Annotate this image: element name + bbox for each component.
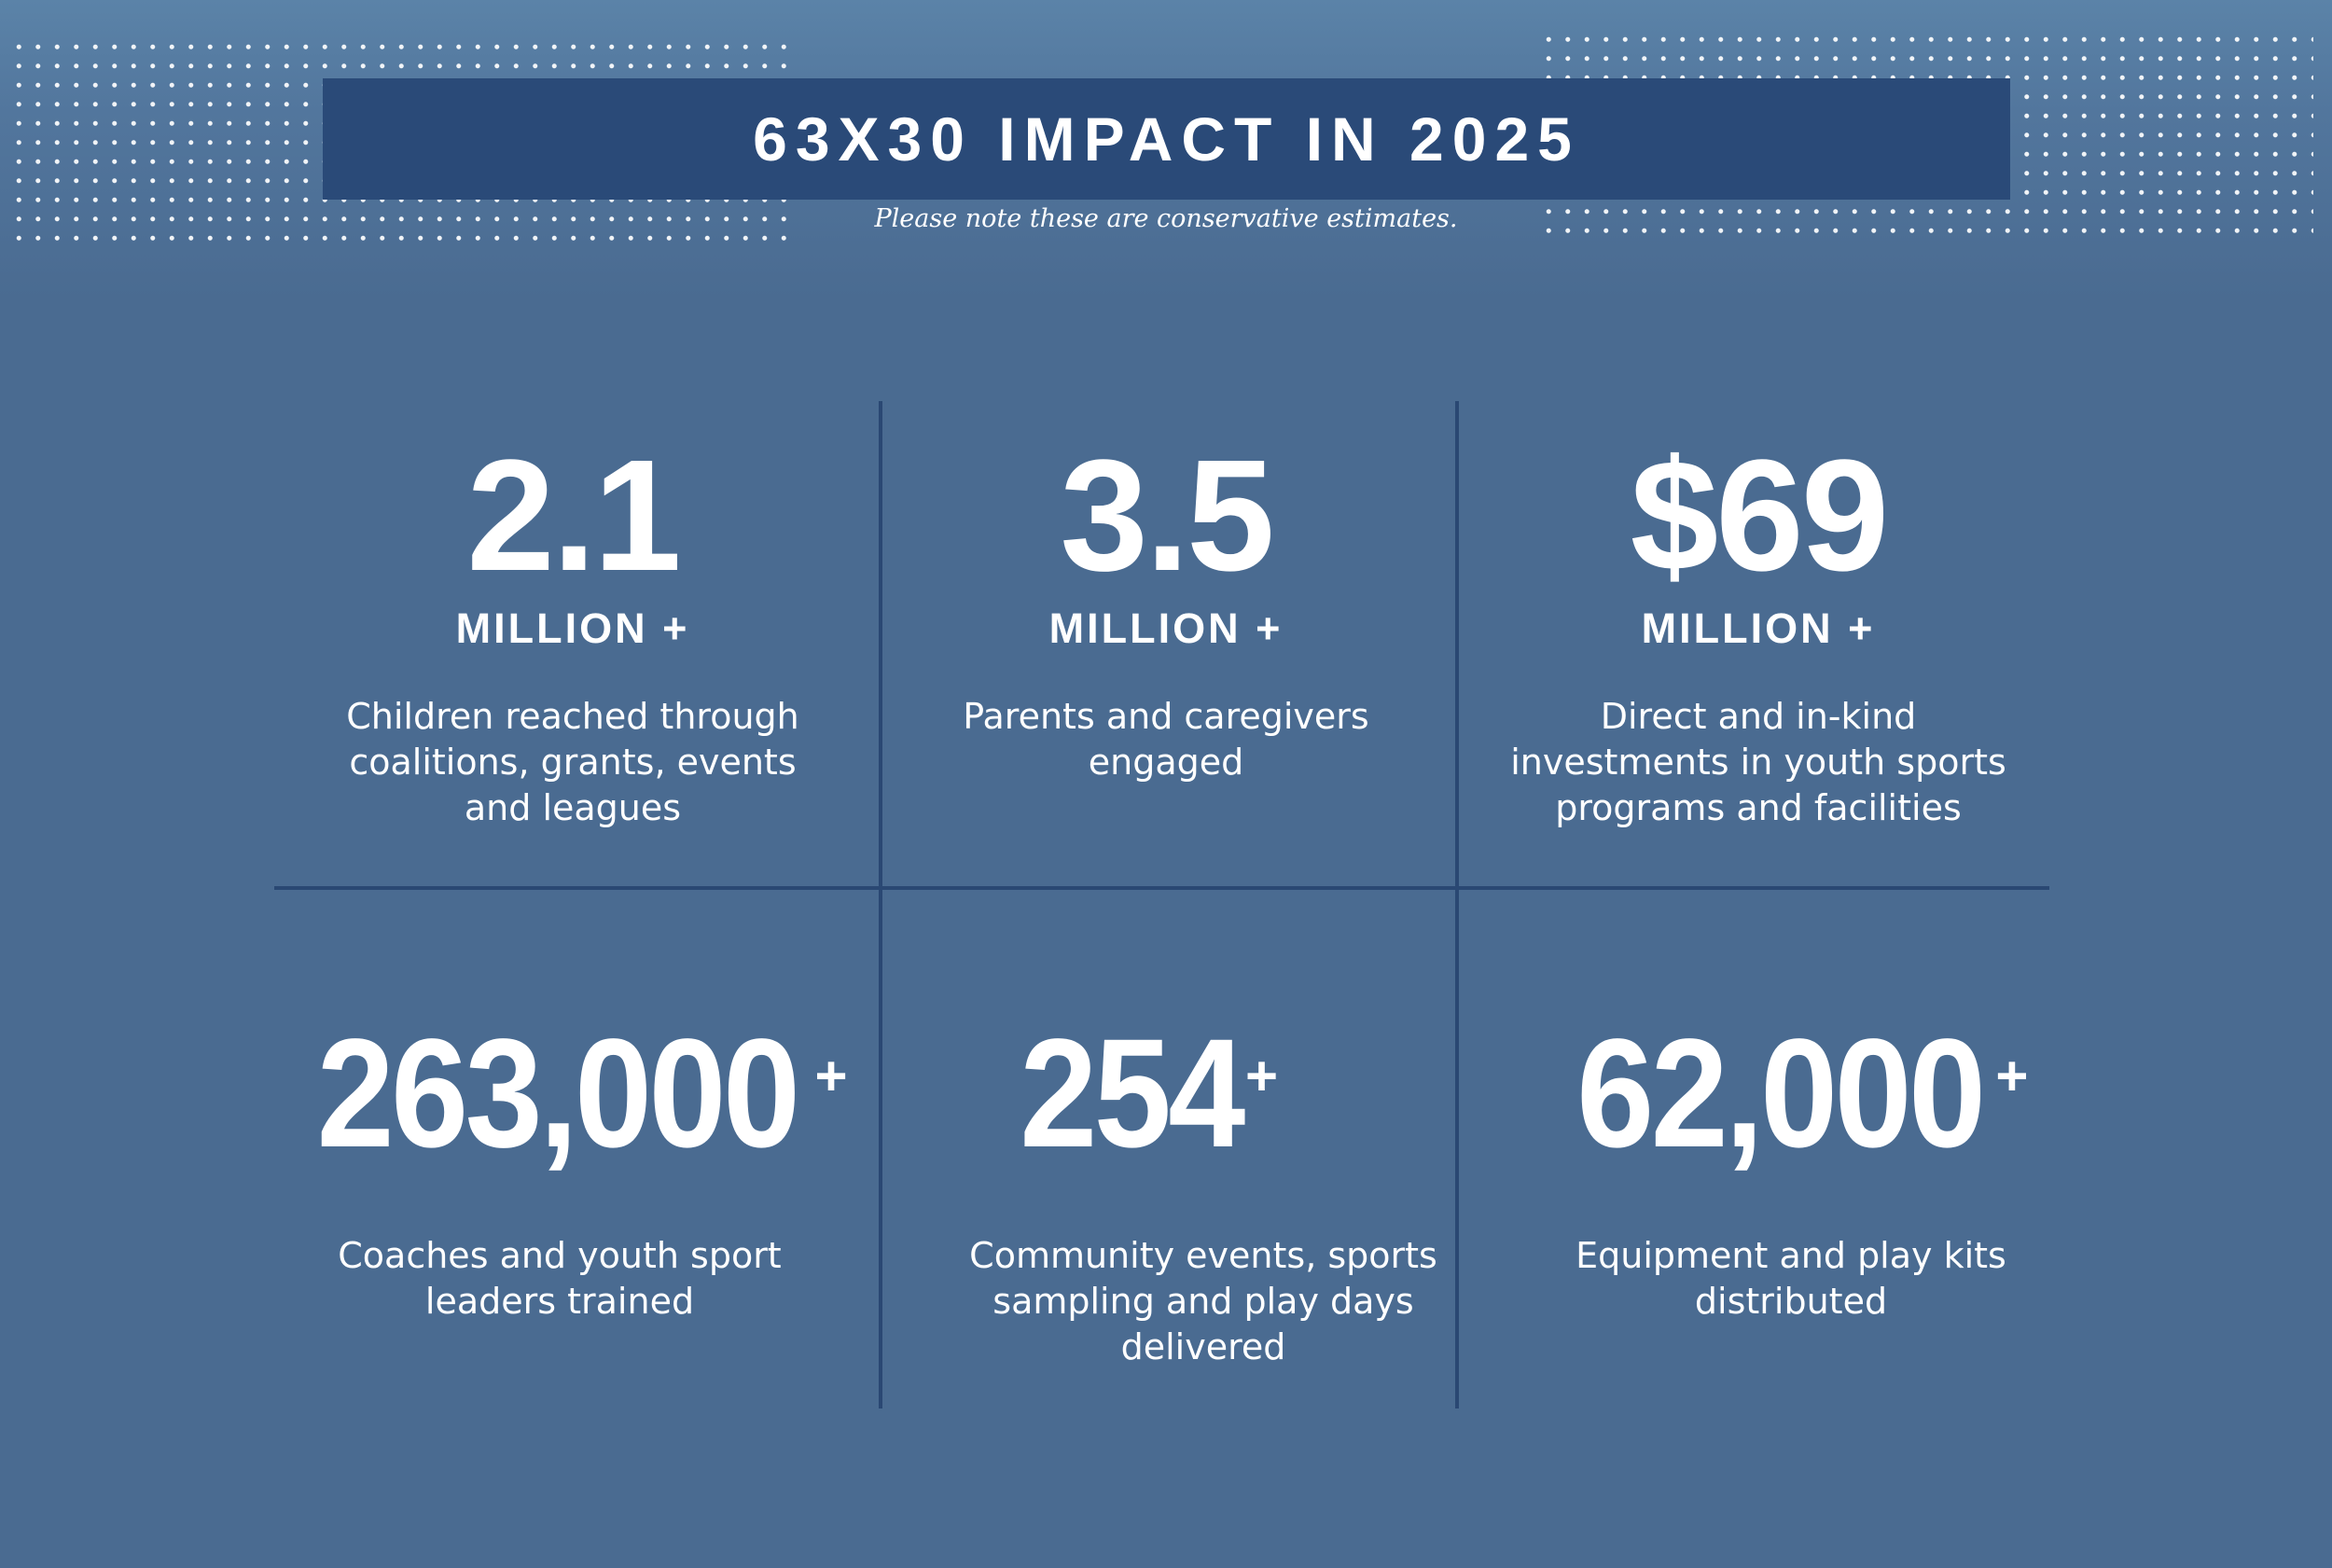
stat-community-events: 254 + Community events, sports sampling … (933, 1017, 1474, 1370)
stat-description: Community events, sports sampling and pl… (969, 1233, 1437, 1370)
stat-description: Equipment and play kits distributed (1575, 1233, 2006, 1325)
divider-horizontal (274, 886, 2049, 890)
stat-number: 2.1 (466, 427, 681, 604)
stat-description: Coaches and youth sport leaders trained (338, 1233, 781, 1325)
stat-equipment-kits: 62,000 + Equipment and play kits distrib… (1502, 1017, 2080, 1325)
divider-vertical-left (879, 401, 882, 1408)
stat-children-reached: 2.1 MILLION + Children reached through c… (293, 437, 853, 831)
stat-description-line: coalitions, grants, events (349, 742, 797, 783)
header-banner: 63X30 IMPACT IN 2025 (323, 78, 2010, 200)
stat-plus-suffix: + (814, 1045, 848, 1107)
stat-description-line: Children reached through (346, 696, 799, 737)
stat-unit: MILLION + (1048, 604, 1284, 652)
stat-description-line: Equipment and play kits (1575, 1235, 2006, 1276)
stat-plus-suffix: + (1244, 1045, 1278, 1107)
stat-description-line: Parents and caregivers (963, 696, 1369, 737)
stat-description-line: sampling and play days (992, 1281, 1414, 1322)
stat-number-group: 263,000 + (290, 1007, 848, 1180)
stat-number: 254 (1020, 1007, 1245, 1180)
stat-number: 62,000 (1575, 1007, 1986, 1180)
stat-unit: MILLION + (1641, 604, 1876, 652)
stat-description-line: programs and facilities (1555, 787, 1962, 828)
stat-parents-engaged: 3.5 MILLION + Parents and caregivers eng… (886, 437, 1446, 785)
stat-description-line: Coaches and youth sport (338, 1235, 782, 1276)
stat-description: Parents and caregivers engaged (963, 694, 1368, 785)
stat-description-line: engaged (1088, 742, 1244, 783)
stat-number: 263,000 (317, 1007, 800, 1180)
stat-number: $69 (1630, 427, 1890, 604)
stat-description-line: Direct and in-kind (1600, 696, 1917, 737)
stat-description: Direct and in-kind investments in youth … (1510, 694, 2006, 831)
stat-plus-suffix: + (1995, 1045, 2029, 1107)
stat-description-line: and leagues (464, 787, 682, 828)
stat-description-line: investments in youth sports (1510, 742, 2006, 783)
stat-number-group: 254 + (1007, 1017, 1278, 1172)
stat-description: Children reached through coalitions, gra… (346, 694, 799, 831)
subtitle-note: Please note these are conservative estim… (874, 204, 1458, 233)
divider-vertical-right (1455, 401, 1459, 1408)
stat-unit: MILLION + (455, 604, 690, 652)
stat-description-line: leaders trained (424, 1281, 695, 1322)
stat-coaches-trained: 263,000 + Coaches and youth sport leader… (271, 1017, 868, 1325)
stat-investments: $69 MILLION + Direct and in-kind investm… (1478, 437, 2038, 831)
stat-number-group: 62,000 + (1554, 1017, 2029, 1172)
stat-description-line: delivered (1120, 1326, 1286, 1367)
stat-number: 3.5 (1060, 427, 1274, 604)
stat-description-line: distributed (1694, 1281, 1888, 1322)
page-title: 63X30 IMPACT IN 2025 (753, 104, 1580, 173)
stat-description-line: Community events, sports (969, 1235, 1437, 1276)
